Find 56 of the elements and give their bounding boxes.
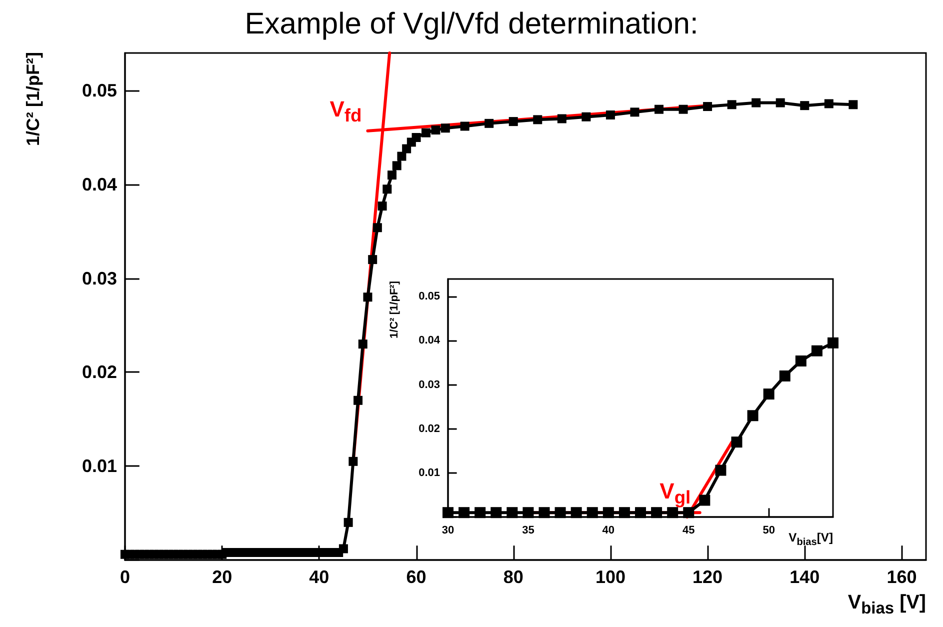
point: [651, 507, 662, 518]
x-axis-title: V$_{bias}$[V]: [788, 530, 833, 548]
point: [458, 507, 470, 518]
y-tick-label: 0.05: [82, 80, 117, 101]
point: [618, 507, 630, 518]
y-tick-label: 0.03: [82, 268, 117, 288]
y-axis-title: 1/C² [1/pF²]: [23, 52, 43, 146]
x-tick-label: 120: [692, 567, 723, 587]
y-axis-title: 1/C² [1/pF²]: [388, 280, 400, 338]
point: [602, 507, 614, 518]
y-tick-label: 0.03: [418, 378, 440, 391]
point: [683, 507, 694, 518]
point: [538, 507, 550, 518]
point: [795, 355, 806, 366]
point: [490, 507, 502, 518]
point: [635, 507, 646, 518]
y-tick-label: 0.01: [82, 456, 117, 476]
point: [570, 507, 582, 518]
x-tick-label: 60: [406, 567, 426, 587]
point: [811, 345, 822, 356]
x-tick-label: 20: [212, 567, 232, 587]
point: [779, 370, 790, 382]
point: [699, 494, 710, 506]
point: [828, 337, 838, 348]
point: [442, 507, 454, 518]
point: [747, 410, 758, 422]
x-tick-label: 40: [309, 567, 330, 587]
x-tick-label: 30: [442, 524, 454, 536]
x-tick-label: 80: [503, 567, 524, 587]
x-axis-title: V$_{bias}$ [V]: [848, 592, 926, 618]
x-tick-label: 50: [762, 524, 775, 536]
y-tick-label: 0.01: [418, 466, 440, 479]
x-tick-label: 40: [602, 524, 615, 536]
point: [474, 507, 486, 518]
annotation: V$_{fd}$: [330, 96, 362, 126]
annotation: V$_{gl}$: [660, 478, 691, 508]
point: [506, 507, 518, 518]
x-tick-label: 35: [522, 524, 534, 536]
x-tick-label: 45: [682, 524, 695, 536]
point: [731, 436, 742, 448]
y-tick-label: 0.02: [418, 422, 440, 435]
y-tick-label: 0.04: [418, 334, 441, 347]
point: [715, 464, 726, 476]
x-tick-label: 100: [595, 567, 626, 587]
point: [667, 507, 678, 518]
chart-title: Example of Vgl/Vfd determination:: [244, 8, 698, 40]
point: [554, 507, 566, 518]
point: [586, 507, 598, 518]
point: [522, 507, 534, 518]
x-tick-label: 0: [120, 567, 130, 587]
x-tick-label: 160: [886, 567, 917, 587]
x-tick-label: 140: [790, 567, 820, 587]
y-tick-label: 0.02: [82, 362, 117, 382]
point: [763, 388, 774, 400]
y-tick-label: 0.05: [418, 290, 440, 303]
y-tick-label: 0.04: [82, 174, 117, 194]
